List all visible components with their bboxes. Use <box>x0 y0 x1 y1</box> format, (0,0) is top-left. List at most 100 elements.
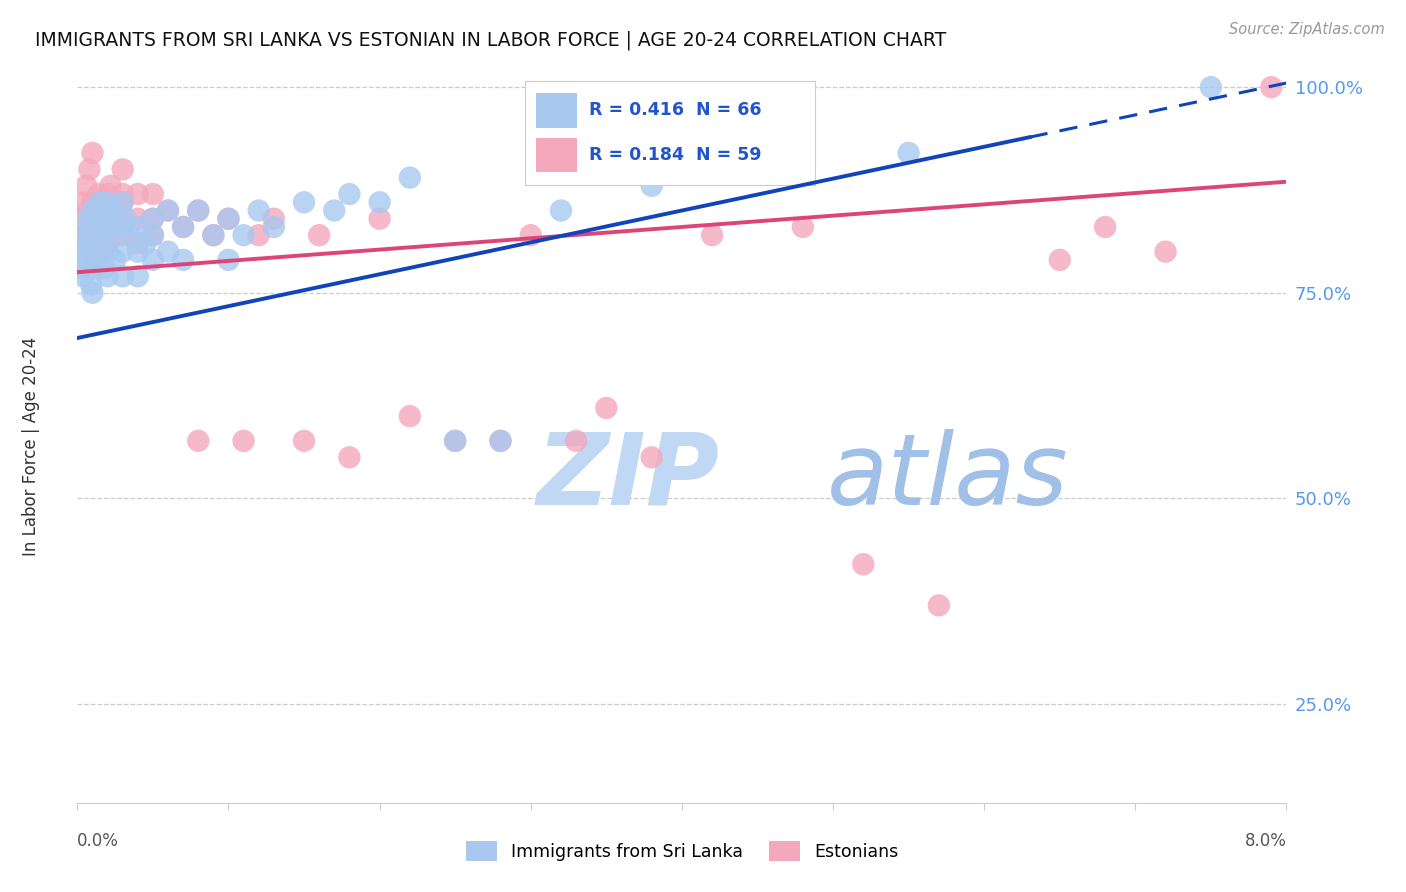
Point <box>75 178 97 193</box>
Point <box>73 228 96 243</box>
Point <box>111 162 134 177</box>
Point <box>103 203 125 218</box>
Text: ZIP: ZIP <box>537 428 720 525</box>
Point <box>89 211 111 226</box>
Point <box>127 269 149 284</box>
Point <box>444 434 467 448</box>
Point <box>82 228 104 243</box>
Point <box>399 409 422 424</box>
Point <box>444 434 467 448</box>
Point <box>641 450 664 465</box>
Point <box>96 211 118 226</box>
Point <box>75 236 97 251</box>
Point <box>247 228 270 243</box>
Point <box>80 277 103 292</box>
Point <box>82 252 104 267</box>
Point <box>142 211 165 226</box>
Point <box>86 236 108 251</box>
Point <box>96 269 118 284</box>
Point <box>565 434 588 448</box>
Point <box>172 252 194 267</box>
Point <box>550 203 572 218</box>
Point <box>142 211 165 226</box>
Point <box>172 219 194 234</box>
Point <box>100 178 122 193</box>
Point <box>120 228 142 243</box>
Point <box>82 252 104 267</box>
Point <box>72 195 94 210</box>
Point <box>702 228 724 243</box>
Point <box>100 228 122 243</box>
Point <box>399 170 422 185</box>
Point <box>641 178 664 193</box>
Point <box>82 244 104 259</box>
Point <box>111 228 134 243</box>
Point <box>111 187 134 202</box>
Point <box>127 244 149 259</box>
Point <box>263 211 285 226</box>
Point <box>247 203 270 218</box>
Point <box>82 285 104 300</box>
Text: 0.0%: 0.0% <box>77 832 120 850</box>
Text: 8.0%: 8.0% <box>1244 832 1286 850</box>
Point <box>84 219 107 234</box>
Text: atlas: atlas <box>827 428 1069 525</box>
Point <box>218 211 240 226</box>
Point <box>69 211 91 226</box>
Point <box>73 228 96 243</box>
Point <box>111 211 134 226</box>
Legend: Immigrants from Sri Lanka, Estonians: Immigrants from Sri Lanka, Estonians <box>458 834 905 868</box>
Point <box>1154 244 1177 259</box>
Point <box>202 228 225 243</box>
Point <box>127 211 149 226</box>
Point <box>73 252 96 267</box>
Point <box>187 434 209 448</box>
Point <box>1260 80 1282 95</box>
Point <box>127 236 149 251</box>
Point <box>792 219 814 234</box>
Point <box>928 599 950 613</box>
Point <box>127 219 149 234</box>
Point <box>87 187 110 202</box>
Point <box>111 195 134 210</box>
Point <box>142 228 165 243</box>
Point <box>157 244 180 259</box>
Point <box>96 211 118 226</box>
Point <box>339 187 360 202</box>
Point <box>142 252 165 267</box>
Point <box>96 244 118 259</box>
Point <box>489 434 512 448</box>
Point <box>79 219 101 234</box>
Point <box>263 219 285 234</box>
Point <box>91 244 114 259</box>
Point <box>77 203 100 218</box>
Point <box>202 228 225 243</box>
Point <box>79 162 101 177</box>
Point <box>69 261 91 276</box>
Point <box>82 261 104 276</box>
Point <box>96 187 118 202</box>
Point <box>96 236 118 251</box>
Point <box>134 236 156 251</box>
Point <box>368 195 391 210</box>
Point <box>82 228 104 243</box>
Point <box>142 187 165 202</box>
Point <box>104 195 127 210</box>
Point <box>218 252 240 267</box>
Point <box>114 211 136 226</box>
Point <box>142 228 165 243</box>
Point <box>82 203 104 218</box>
Point <box>89 244 111 259</box>
Point <box>72 269 94 284</box>
Point <box>96 219 118 234</box>
Text: Source: ZipAtlas.com: Source: ZipAtlas.com <box>1229 22 1385 37</box>
Point <box>187 203 209 218</box>
Point <box>489 434 512 448</box>
Point <box>157 203 180 218</box>
Point <box>897 145 920 160</box>
Point <box>172 219 194 234</box>
Point <box>111 269 134 284</box>
Point <box>104 252 127 267</box>
Point <box>292 434 315 448</box>
Point <box>323 203 346 218</box>
